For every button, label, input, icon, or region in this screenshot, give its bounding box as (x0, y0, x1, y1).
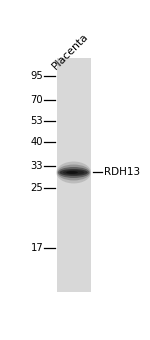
Ellipse shape (56, 162, 91, 183)
Ellipse shape (60, 169, 88, 176)
Text: 95: 95 (30, 71, 43, 81)
Text: RDH13: RDH13 (104, 168, 140, 177)
Ellipse shape (57, 165, 90, 181)
Bar (57, 58, 91, 292)
Text: 70: 70 (31, 95, 43, 105)
Text: 17: 17 (30, 243, 43, 253)
Text: 25: 25 (30, 183, 43, 193)
Ellipse shape (66, 171, 78, 174)
Ellipse shape (63, 170, 84, 175)
Text: 33: 33 (31, 161, 43, 171)
Text: 53: 53 (31, 116, 43, 126)
Ellipse shape (58, 167, 89, 178)
Text: 40: 40 (31, 137, 43, 147)
Ellipse shape (67, 171, 80, 174)
Text: Placenta: Placenta (50, 32, 90, 72)
